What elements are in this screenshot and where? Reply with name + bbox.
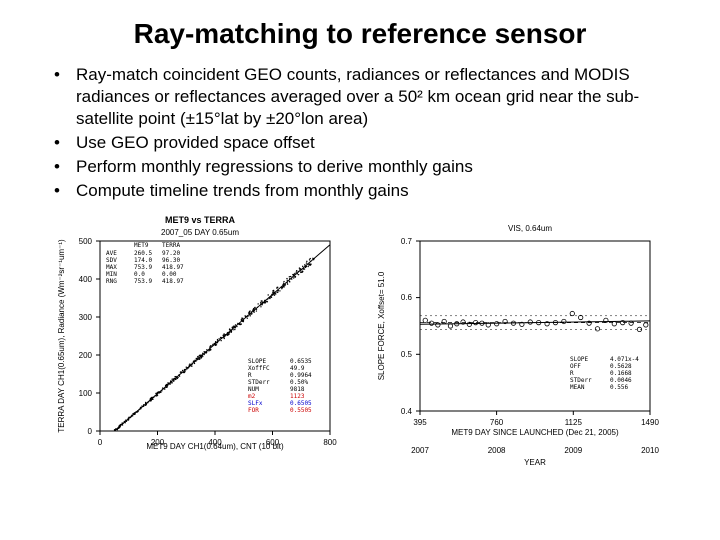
svg-text:0.50%: 0.50%	[290, 379, 308, 386]
ytick: 0.5	[401, 350, 413, 359]
svg-text:SLFx: SLFx	[248, 400, 263, 407]
xtick: 0	[98, 438, 103, 447]
trend-xlabel-year: YEAR	[524, 458, 546, 467]
svg-text:0.5505: 0.5505	[290, 407, 312, 414]
svg-text:174.0: 174.0	[134, 257, 152, 264]
svg-text:NUM: NUM	[248, 386, 259, 393]
scatter-svg: MET9 vs TERRA 2007_05 DAY 0.65um 0 200 4…	[50, 211, 350, 471]
ytick: 300	[79, 313, 93, 322]
scatter-chart: MET9 vs TERRA 2007_05 DAY 0.65um 0 200 4…	[50, 211, 350, 471]
svg-text:MEAN: MEAN	[570, 384, 585, 391]
trend-yticks: 0.4 0.5 0.6 0.7	[401, 237, 420, 416]
trend-chart: VIS, 0.64um 0.4 0.5 0.6 0.7 395	[370, 211, 670, 471]
svg-text:0.0: 0.0	[134, 271, 145, 278]
svg-text:0.6505: 0.6505	[290, 400, 312, 407]
trend-points	[423, 311, 648, 331]
svg-text:0.9964: 0.9964	[290, 372, 312, 379]
scatter-yticks: 0 100 200 300 400 500	[79, 237, 100, 436]
svg-text:AVE: AVE	[106, 250, 117, 257]
svg-text:STDerr: STDerr	[570, 377, 592, 384]
svg-text:MIN: MIN	[106, 271, 117, 278]
svg-text:0.0046: 0.0046	[610, 377, 632, 384]
svg-text:96.30: 96.30	[162, 257, 180, 264]
ytick: 0.6	[401, 293, 413, 302]
svg-text:49.9: 49.9	[290, 365, 305, 372]
svg-text:STDerr: STDerr	[248, 379, 270, 386]
xtick: 395	[413, 418, 427, 427]
svg-text:97.20: 97.20	[162, 250, 180, 257]
scatter-subtitle: 2007_05 DAY 0.65um	[161, 228, 239, 237]
ytick: 400	[79, 275, 93, 284]
ytick: 200	[79, 351, 93, 360]
trend-xticks: 395 760 1125 1490	[413, 411, 659, 427]
ytick: 0.7	[401, 237, 413, 246]
scatter-title: MET9 vs TERRA	[165, 215, 236, 225]
svg-text:418.97: 418.97	[162, 278, 184, 285]
bullet-item: Ray-match coincident GEO counts, radianc…	[48, 64, 680, 130]
legend-hdr: MET9	[134, 242, 149, 249]
trend-year-ticks: 2007 2008 2009 2010	[411, 446, 659, 455]
svg-text:SLOPE: SLOPE	[570, 356, 588, 363]
page-title: Ray-matching to reference sensor	[40, 18, 680, 50]
svg-text:9818: 9818	[290, 386, 305, 393]
svg-text:753.9: 753.9	[134, 278, 152, 285]
trend-ylabel: SLOPE FORCE, Xoffset= 51.0	[377, 271, 386, 380]
ytick: 0	[88, 427, 93, 436]
year-tick: 2009	[564, 446, 582, 455]
ytick: 100	[79, 389, 93, 398]
bullet-item: Use GEO provided space offset	[48, 132, 680, 154]
xtick: 1490	[641, 418, 659, 427]
svg-text:MAX: MAX	[106, 264, 117, 271]
year-tick: 2007	[411, 446, 429, 455]
svg-text:R: R	[248, 372, 252, 379]
scatter-xlabel: MET9 DAY CH1(0.64um), CNT (10 bit)	[146, 442, 284, 451]
svg-text:0.00: 0.00	[162, 271, 177, 278]
svg-text:FOR: FOR	[248, 407, 259, 414]
bullet-list: Ray-match coincident GEO counts, radianc…	[40, 64, 680, 203]
svg-text:SLOPE: SLOPE	[248, 358, 266, 365]
ytick: 500	[79, 237, 93, 246]
svg-text:SDV: SDV	[106, 257, 117, 264]
svg-text:OFF: OFF	[570, 363, 581, 370]
svg-text:4.071x-4: 4.071x-4	[610, 356, 639, 363]
svg-text:0.556: 0.556	[610, 384, 628, 391]
svg-text:0.1668: 0.1668	[610, 370, 632, 377]
trend-title: VIS, 0.64um	[508, 224, 552, 233]
svg-text:753.9: 753.9	[134, 264, 152, 271]
scatter-legend-bottom: SLOPE 0.6535 XoffFC 49.9 R 0.9964 STDerr 0.50% N…	[248, 358, 312, 414]
ytick: 0.4	[401, 407, 413, 416]
svg-text:XoffFC: XoffFC	[248, 365, 270, 372]
svg-text:m2: m2	[248, 393, 256, 400]
scatter-legend-top: MET9 TERRA AVE 260.5 97.20 SDV 174.0 96.30 MAX…	[106, 242, 184, 285]
trend-xlabel-days: MET9 DAY SINCE LAUNCHED (Dec 21, 2005)	[451, 428, 619, 437]
bullet-item: Perform monthly regressions to derive mo…	[48, 156, 680, 178]
xtick: 760	[490, 418, 504, 427]
legend-hdr: TERRA	[162, 242, 180, 249]
year-tick: 2008	[488, 446, 506, 455]
charts-row: MET9 vs TERRA 2007_05 DAY 0.65um 0 200 4…	[40, 211, 680, 471]
svg-text:RNG: RNG	[106, 278, 117, 285]
trend-legend: SLOPE 4.071x-4 OFF 0.5628 R 0.1668 STDerr 0.004…	[570, 356, 639, 391]
xtick: 1125	[565, 418, 583, 427]
svg-text:1123: 1123	[290, 393, 305, 400]
scatter-ylabel: TERRA DAY CH1(0.65um), Radiance (Wm⁻²sr⁻…	[57, 239, 66, 433]
trend-svg: VIS, 0.64um 0.4 0.5 0.6 0.7 395	[370, 211, 670, 471]
svg-text:0.6535: 0.6535	[290, 358, 312, 365]
svg-text:R: R	[570, 370, 574, 377]
year-tick: 2010	[641, 446, 659, 455]
xtick: 800	[323, 438, 337, 447]
svg-text:260.5: 260.5	[134, 250, 152, 257]
svg-text:418.97: 418.97	[162, 264, 184, 271]
svg-text:0.5628: 0.5628	[610, 363, 632, 370]
bullet-item: Compute timeline trends from monthly gai…	[48, 180, 680, 202]
